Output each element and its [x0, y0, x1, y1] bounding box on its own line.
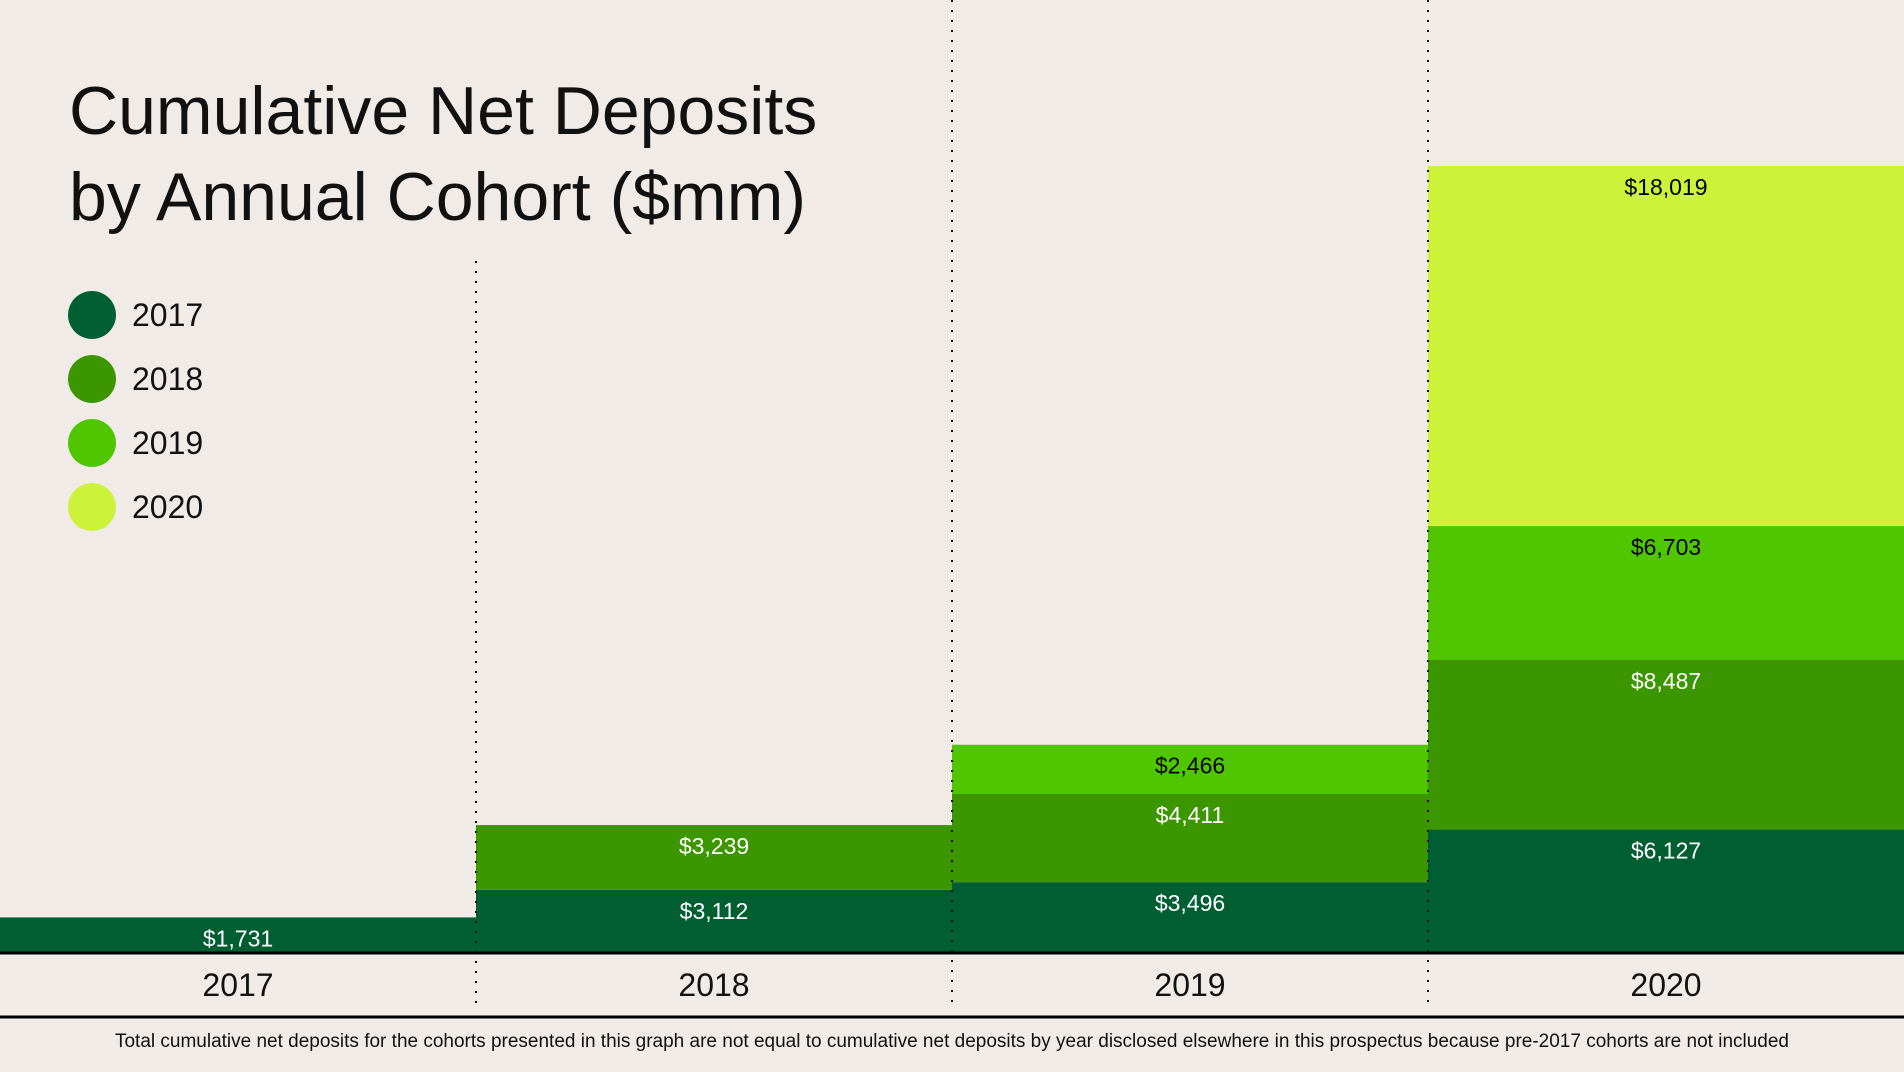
legend-swatch	[68, 355, 116, 403]
bar-segment-2020-cohort-2018	[1428, 659, 1904, 830]
data-label: $6,127	[1631, 838, 1701, 864]
bar-segment-2019-cohort-2018	[952, 794, 1428, 883]
footnote: Total cumulative net deposits for the co…	[114, 1031, 1790, 1052]
x-tick-label: 2018	[678, 967, 749, 1003]
legend-label: 2019	[132, 424, 204, 461]
bar-segment-2018-cohort-2017	[476, 889, 952, 952]
legend-swatch	[68, 419, 116, 467]
data-label: $3,496	[1155, 890, 1225, 916]
data-label: $4,411	[1156, 802, 1225, 828]
legend-item-2019: 2019	[68, 411, 203, 475]
legend-label: 2020	[132, 488, 204, 525]
x-tick-label: 2017	[202, 967, 273, 1003]
x-tick-label: 2020	[1630, 967, 1701, 1003]
bar-segment-2020-cohort-2017	[1428, 829, 1904, 952]
title-line-2: by Annual Cohort ($mm)	[69, 159, 806, 235]
legend-label: 2018	[132, 360, 204, 397]
data-label: $6,703	[1631, 534, 1701, 560]
data-label: $18,019	[1624, 174, 1707, 200]
data-label: $3,239	[679, 833, 749, 859]
bar-segment-2020-cohort-2019	[1428, 526, 1904, 660]
legend: 2017 2018 2019 2020	[68, 283, 203, 539]
legend-item-2018: 2018	[68, 347, 203, 411]
chart-title: Cumulative Net Deposits by Annual Cohort…	[69, 68, 817, 240]
bar-segment-2019-cohort-2017	[952, 882, 1428, 952]
bar-segment-2020-cohort-2020	[1428, 166, 1904, 527]
legend-swatch	[68, 483, 116, 531]
bar-segment-2018-cohort-2018	[476, 825, 952, 890]
legend-item-2020: 2020	[68, 475, 203, 539]
legend-item-2017: 2017	[68, 283, 203, 347]
data-label: $8,487	[1631, 668, 1701, 694]
legend-swatch	[68, 291, 116, 339]
title-line-1: Cumulative Net Deposits	[69, 73, 818, 149]
bar-segment-2017-cohort-2017	[0, 917, 476, 952]
data-label: $1,731	[203, 925, 273, 951]
data-label: $2,466	[1155, 753, 1225, 779]
x-tick-label: 2019	[1154, 967, 1225, 1003]
legend-label: 2017	[132, 296, 204, 333]
bar-segment-2019-cohort-2019	[952, 744, 1428, 795]
data-label: $3,112	[680, 898, 749, 924]
